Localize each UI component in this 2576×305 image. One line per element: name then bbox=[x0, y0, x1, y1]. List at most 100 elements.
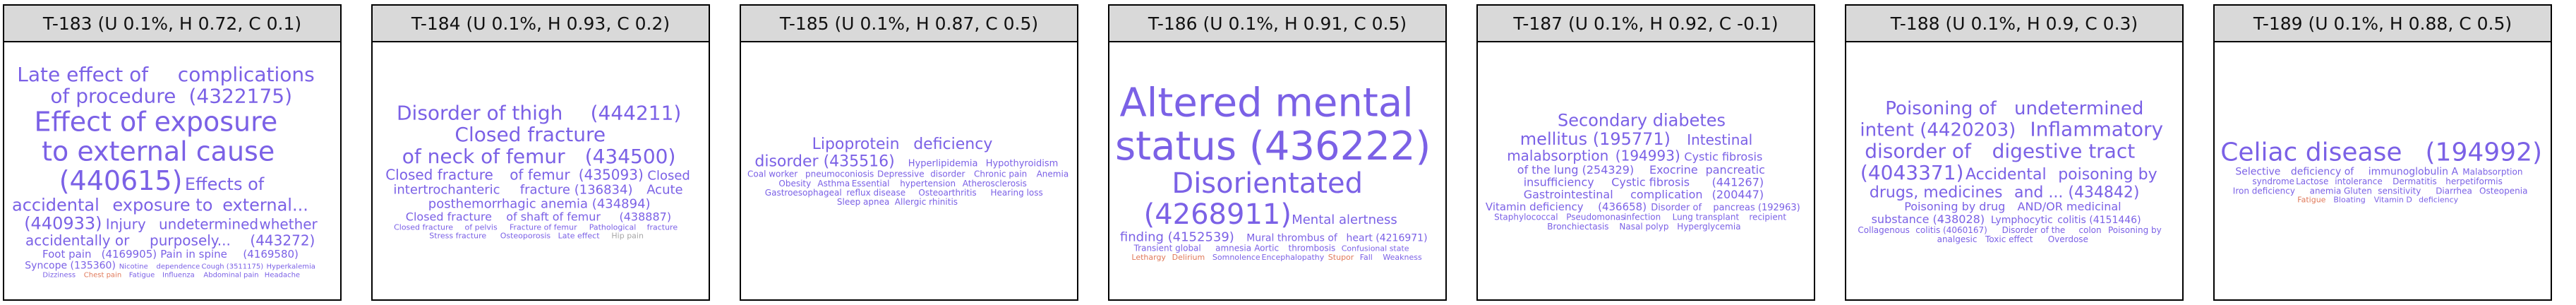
wordcloud-term: Intestinal bbox=[1687, 131, 1752, 148]
wordcloud-term: Closed fracture bbox=[394, 223, 453, 232]
wordcloud-term: hypertension bbox=[900, 179, 956, 189]
wordcloud-term: Disorder of thigh bbox=[397, 101, 562, 124]
wordcloud-term: deficiency of bbox=[2291, 167, 2354, 178]
wordcloud-term: fracture bbox=[647, 223, 678, 232]
wordcloud-term: (441267) bbox=[1712, 176, 1764, 189]
wordcloud-term: Chronic pain bbox=[974, 169, 1027, 179]
wordcloud-term: (4169580) bbox=[243, 248, 299, 261]
wordcloud-term: pancreas (192963) bbox=[1713, 203, 1800, 213]
wordcloud-term: disorder of bbox=[1865, 139, 1972, 162]
wordcloud-term: Late effect bbox=[558, 232, 601, 241]
wordcloud-term: Abdominal pain bbox=[203, 271, 258, 279]
wordcloud-term: Hyperlipidemia bbox=[908, 158, 978, 169]
wordcloud-term: finding (4152539) bbox=[1120, 229, 1234, 244]
wordcloud-term: (4169905) bbox=[102, 248, 157, 261]
wordcloud-term: (194992) bbox=[2426, 138, 2543, 167]
wordcloud-term: Closed fracture bbox=[406, 210, 492, 224]
wordcloud-term: poisoning by bbox=[2058, 166, 2157, 184]
wordcloud-term: of procedure bbox=[50, 85, 176, 108]
wordcloud-term: Collagenous bbox=[1858, 225, 1910, 235]
panel-title: T-188 (U 0.1%, H 0.9, C 0.3) bbox=[1846, 6, 2182, 42]
wordcloud-term: fracture (136834) bbox=[520, 183, 633, 198]
wordcloud-term: colitis (4060167) bbox=[1915, 225, 1987, 235]
wordcloud-term: exposure to bbox=[112, 195, 212, 215]
wordcloud-term: syndrome bbox=[2252, 177, 2294, 186]
wordcloud-term: of femur bbox=[510, 167, 570, 184]
wordcloud-term: Accidental bbox=[1966, 166, 2047, 184]
wordcloud-term: Aortic bbox=[1254, 244, 1279, 253]
wordcloud-term: Delirium bbox=[1172, 253, 1205, 262]
wordcloud-term: Hypothyroidism bbox=[986, 158, 1059, 169]
wordcloud-term: colitis (4151446) bbox=[2057, 215, 2141, 226]
wordcloud-term: deficiency bbox=[2419, 196, 2459, 205]
wordcloud-term: (434500) bbox=[585, 145, 676, 168]
wordcloud-term: disorder bbox=[930, 169, 965, 179]
wordcloud-term: undetermined bbox=[2014, 98, 2143, 119]
wordcloud-term: Nasal polyp bbox=[1619, 222, 1668, 232]
wordcloud-term: Acute bbox=[646, 183, 682, 198]
wordcloud-term: Asthma bbox=[817, 179, 850, 189]
wordcloud-term: Gastroesophageal bbox=[765, 188, 842, 198]
wordcloud-term: Gluten bbox=[2344, 186, 2372, 196]
wordcloud-term: Vitamin deficiency bbox=[1486, 201, 1584, 213]
wordcloud-term: of neck of femur bbox=[402, 145, 565, 168]
wordcloud-term: colon bbox=[2078, 225, 2101, 235]
wordcloud-canvas: Disorder of thigh (444211)Closed fracture… bbox=[385, 101, 690, 241]
panel-title: T-189 (U 0.1%, H 0.88, C 0.5) bbox=[2215, 6, 2551, 42]
wordcloud-term: Anemia bbox=[1037, 169, 1069, 179]
wordcloud-term: intertrochanteric bbox=[393, 183, 500, 198]
wordcloud-term: Effects of bbox=[185, 174, 265, 194]
wordcloud-term: sensitivity bbox=[2378, 186, 2421, 196]
wordcloud-term: Staphylococcal bbox=[1494, 213, 1558, 222]
wordcloud-term: Poisoning by bbox=[2108, 225, 2162, 235]
wordcloud-term: Dermatitis bbox=[2393, 177, 2437, 186]
panel-title: T-185 (U 0.1%, H 0.87, C 0.5) bbox=[741, 6, 1077, 42]
wordcloud-term: disorder (435516) bbox=[754, 152, 894, 170]
wordcloud-term: Sleep apnea bbox=[837, 197, 889, 207]
wordcloud-term: pancreatic bbox=[1706, 163, 1765, 177]
wordcloud-term: Closed fracture bbox=[455, 123, 606, 146]
wordcloud-term: Fatigue bbox=[2297, 196, 2325, 205]
wordcloud-term: Hearing loss bbox=[991, 188, 1043, 198]
wordcloud-term: Dizziness bbox=[42, 271, 76, 279]
wordcloud-term: Transient global bbox=[1133, 244, 1201, 253]
wordcloud-term: complication bbox=[1630, 188, 1702, 201]
wordcloud-term: Selective bbox=[2235, 167, 2280, 178]
wordcloud-term: (4268911) bbox=[1144, 198, 1292, 231]
wordcloud-term: Injury bbox=[106, 216, 146, 233]
wordcloud-term: Vitamin D bbox=[2374, 196, 2412, 205]
wordcloud-term: Osteoarthritis bbox=[918, 188, 976, 198]
wordcloud-term: (444211) bbox=[591, 101, 682, 124]
wordcloud-term: purposely... bbox=[150, 232, 231, 249]
wordcloud-term: Pseudomonas bbox=[1566, 213, 1625, 222]
wordcloud-panel: T-184 (U 0.1%, H 0.93, C 0.2) Disorder of… bbox=[371, 4, 710, 301]
wordcloud-term: Osteoporosis bbox=[500, 232, 551, 241]
wordcloud-term: Inflammatory bbox=[2030, 118, 2163, 141]
wordcloud-term: dependence bbox=[157, 263, 200, 271]
wordcloud-panel: T-189 (U 0.1%, H 0.88, C 0.5) Celiac dise… bbox=[2213, 4, 2552, 301]
wordcloud-term: Weakness bbox=[1383, 253, 1422, 262]
wordcloud-term: analgesic bbox=[1937, 234, 1978, 244]
wordcloud-term: (440933) bbox=[24, 214, 102, 234]
wordcloud-term: Secondary diabetes bbox=[1558, 110, 1726, 130]
wordcloud-term: Osteopenia bbox=[2479, 186, 2527, 196]
wordcloud-term: (436658) bbox=[1598, 201, 1647, 213]
wordcloud-term: Obesity bbox=[778, 179, 811, 189]
wordcloud-term: reflux disease bbox=[846, 188, 905, 198]
wordcloud-panel: T-186 (U 0.1%, H 0.91, C 0.5) Altered men… bbox=[1108, 4, 1447, 301]
wordcloud-term: Late effect of bbox=[17, 63, 149, 86]
wordcloud-term: Cystic fibrosis bbox=[1684, 150, 1762, 164]
wordcloud-term: Gastrointestinal bbox=[1524, 188, 1613, 201]
wordcloud-term: Malabsorption bbox=[2462, 167, 2522, 177]
wordcloud-term: Confusional state bbox=[1342, 244, 1409, 253]
wordcloud-term: Disorientated bbox=[1172, 167, 1363, 200]
wordcloud-canvas: Lipoprotein deficiency disorder (435516) Hy… bbox=[747, 136, 1069, 207]
wordcloud-term: Fatigue bbox=[129, 271, 155, 279]
wordcloud-term: Hyperglycemia bbox=[1677, 222, 1740, 232]
wordcloud-term: Atherosclerosis bbox=[963, 179, 1027, 189]
wordcloud-term: (435093) bbox=[579, 167, 644, 184]
